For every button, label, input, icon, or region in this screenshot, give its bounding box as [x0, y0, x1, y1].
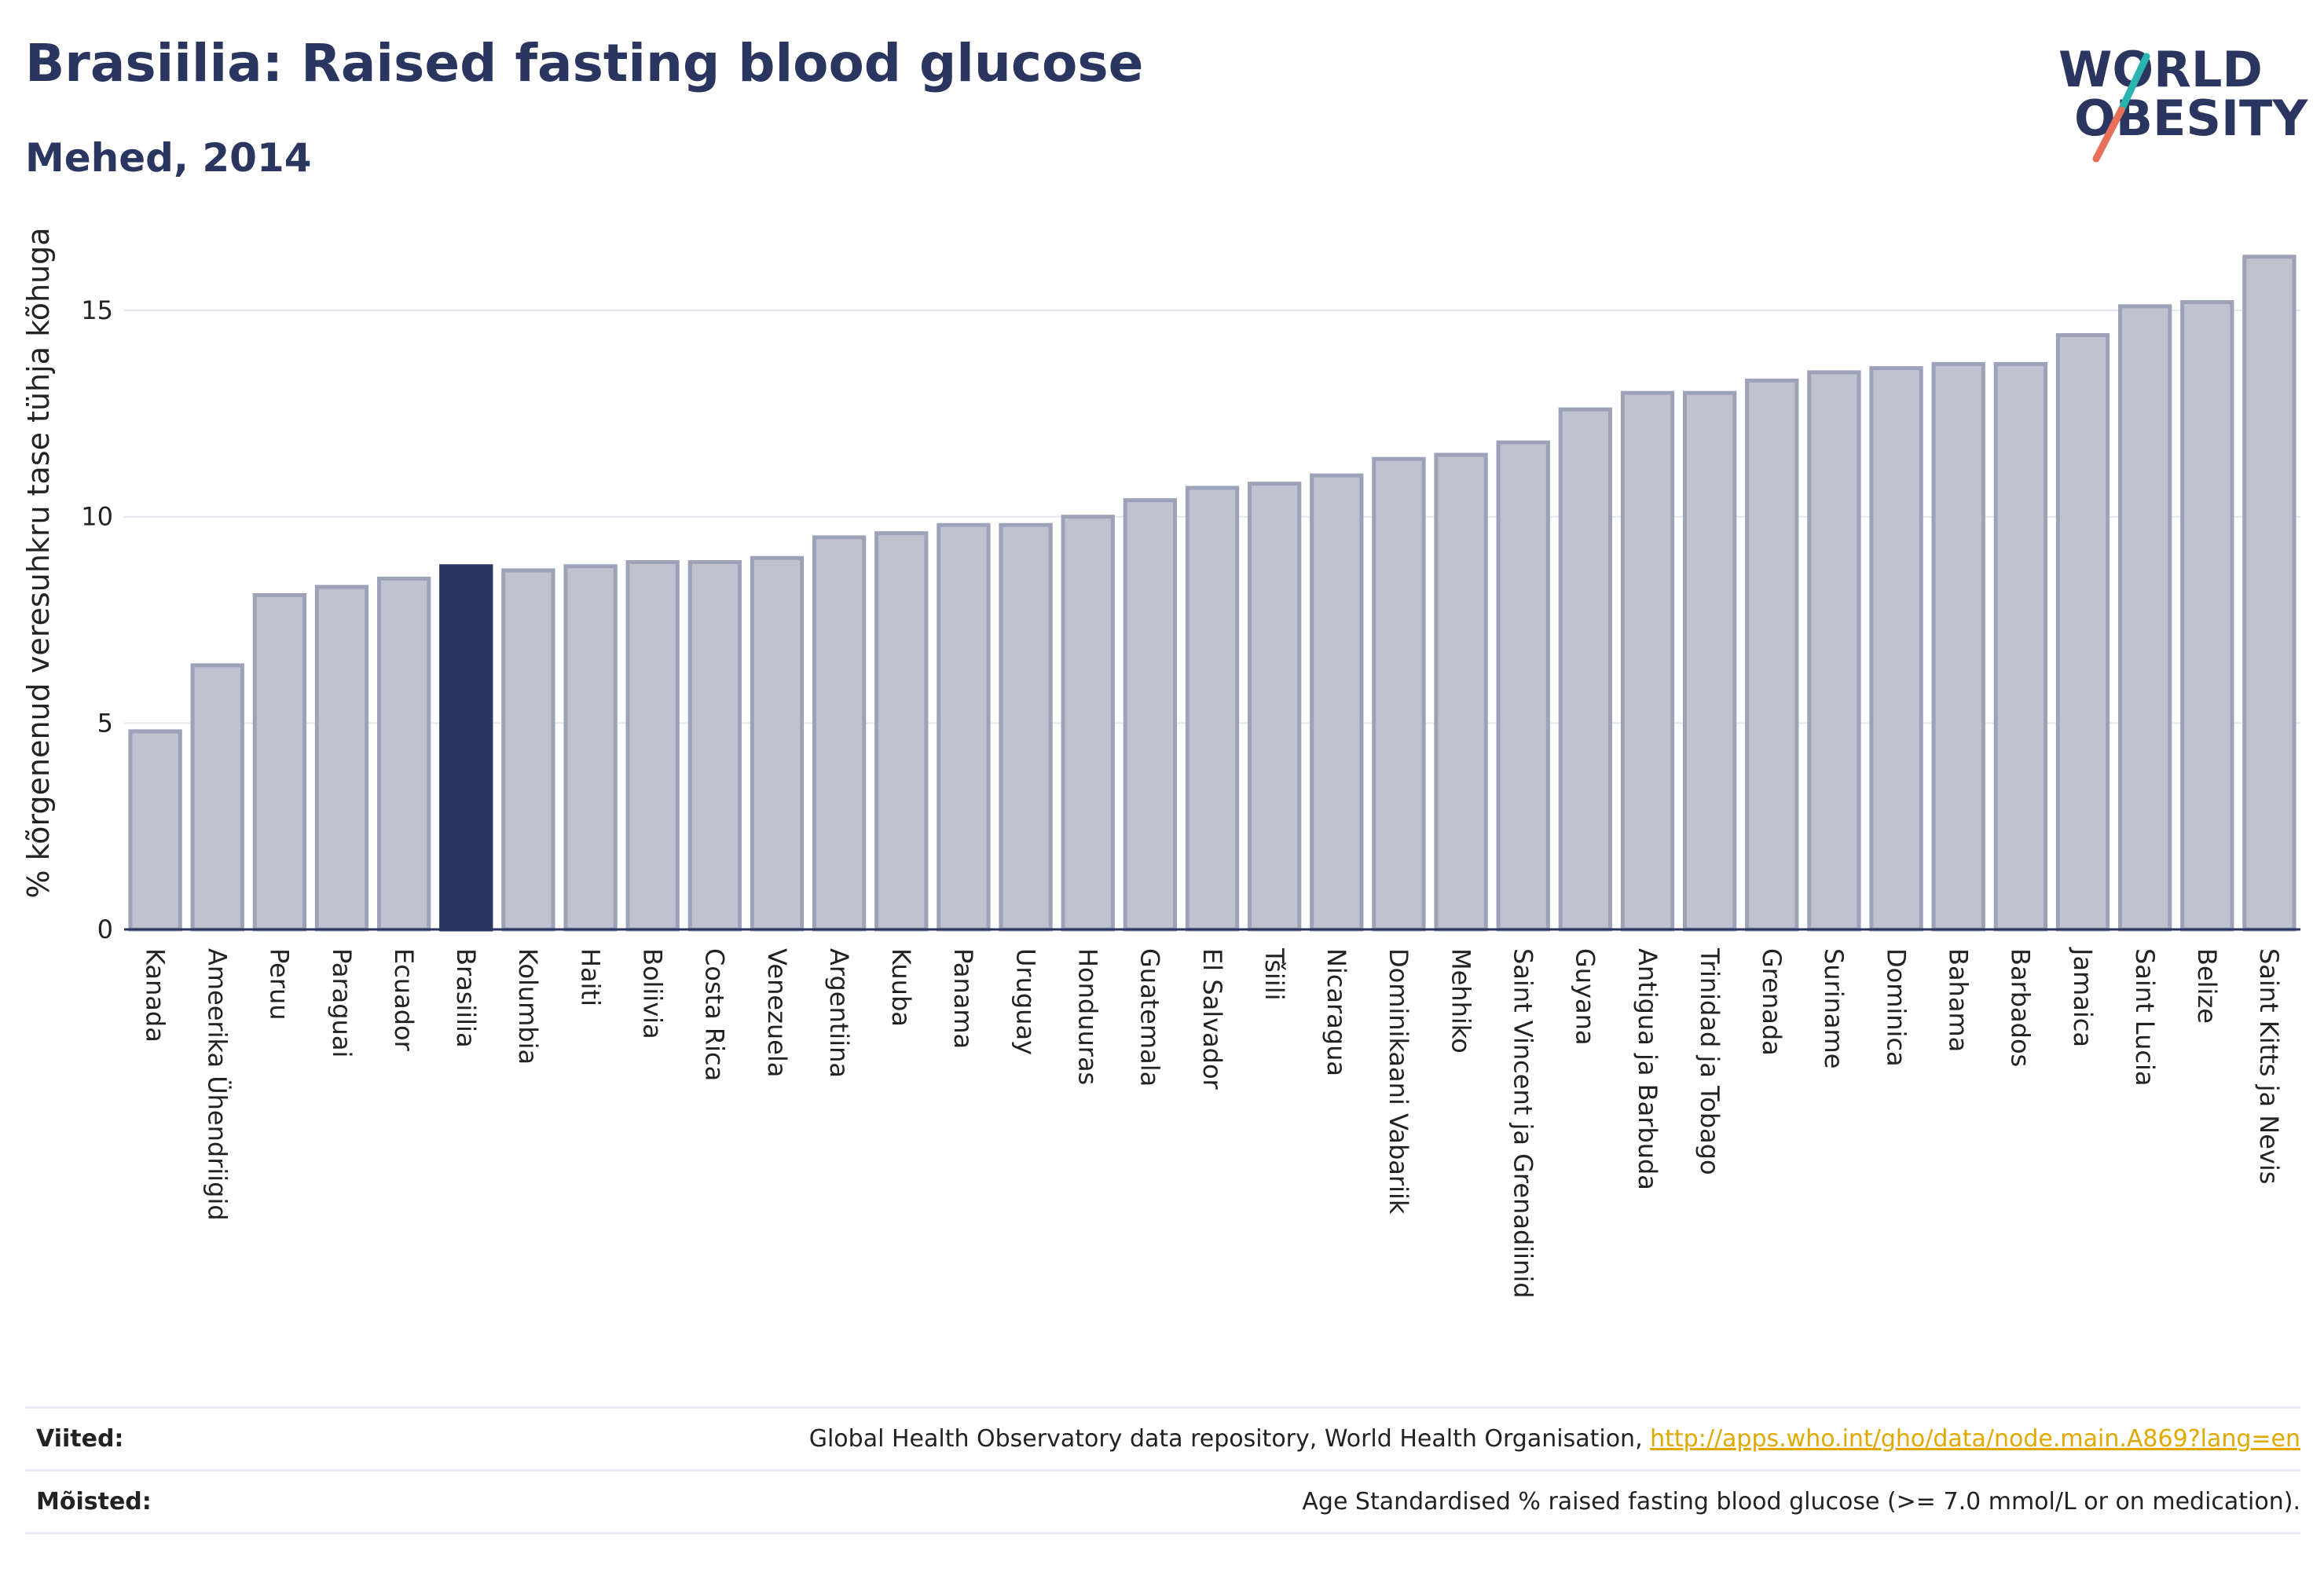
x-category-label: Uruguay: [1010, 948, 1040, 1055]
x-category-label: Jamaica: [2068, 947, 2098, 1047]
chart-title: Brasiilia: Raised fasting blood glucose: [25, 33, 1144, 93]
bar: [563, 564, 618, 932]
axes: 0 5 10 15: [81, 295, 2300, 944]
x-category-label: Guyana: [1571, 948, 1600, 1046]
chart-subtitle: Mehed, 2014: [25, 135, 312, 181]
bar: [2055, 333, 2110, 932]
x-category-label: Honduuras: [1073, 948, 1103, 1085]
y-axis-title: % kõrgenenud veresuhkru tase tühja kõhug…: [21, 227, 56, 898]
bar: [190, 663, 244, 932]
bar: [2242, 255, 2297, 932]
bar: [1558, 407, 1613, 932]
sources-row: Viited: Global Health Observatory data r…: [25, 1406, 2300, 1469]
logo-slash-coral: [2092, 106, 2125, 163]
bar: [252, 593, 307, 932]
x-category-label: Kuuba: [886, 948, 916, 1027]
y-tick-label: 0: [97, 914, 113, 944]
x-category-label: Saint Vincent ja Grenadiinid: [1508, 948, 1538, 1299]
bar: [1185, 486, 1240, 932]
x-category-label: Paraguai: [327, 948, 357, 1057]
x-category-label: Antigua ja Barbuda: [1633, 948, 1662, 1190]
x-category-label: Dominica: [1881, 948, 1911, 1067]
bar-chart: 0 5 10 15 Kanada Ameerika Ühendriigid Peruu Pa…: [21, 227, 2300, 1299]
y-tick-label: 5: [97, 708, 113, 738]
sources-value: Global Health Observatory data repositor…: [809, 1425, 2300, 1453]
x-category-label: Ameerika Ühendriigid: [203, 948, 233, 1221]
bars: [128, 255, 2297, 932]
x-category-label: Saint Kitts ja Nevis: [2254, 948, 2284, 1184]
x-category-label: Trinidad ja Tobago: [1695, 947, 1725, 1175]
x-category-label: Venezuela: [762, 948, 792, 1077]
bar: [1434, 453, 1488, 932]
bar: [1061, 515, 1115, 932]
definitions-row: Mõisted: Age Standardised % raised fasti…: [25, 1469, 2300, 1532]
x-category-label: Panama: [948, 948, 978, 1049]
bar: [1682, 390, 1737, 932]
sources-text: Global Health Observatory data repositor…: [808, 1425, 1651, 1453]
bar: [1123, 498, 1178, 932]
logo-text-world: WORLD: [2058, 41, 2263, 98]
x-category-label: Nicaragua: [1321, 948, 1351, 1076]
x-category-label: Guatemala: [1135, 948, 1165, 1087]
category-labels: Kanada Ameerika Ühendriigid Peruu Paraguai E…: [140, 947, 2284, 1299]
x-category-label: Kolumbia: [513, 948, 543, 1065]
bar: [1496, 440, 1550, 932]
bar: [314, 585, 369, 932]
bar: [1745, 378, 1799, 932]
logo-slash-teal: [2117, 53, 2150, 114]
x-category-label: Dominikaani Vabariik: [1384, 948, 1413, 1215]
bar: [2117, 304, 2172, 932]
bar-highlighted: [439, 564, 493, 932]
x-category-label: El Salvador: [1197, 948, 1227, 1090]
x-category-label: Haiti: [575, 948, 605, 1006]
x-category-label: Saint Lucia: [2130, 948, 2160, 1086]
x-category-label: Ecuador: [389, 948, 419, 1052]
x-category-label: Kanada: [140, 948, 170, 1043]
bar: [501, 568, 555, 932]
sources-label: Viited:: [36, 1425, 124, 1453]
bar: [812, 535, 867, 932]
x-category-label: Suriname: [1819, 948, 1849, 1068]
bar: [1372, 456, 1426, 932]
x-category-label: Boliivia: [638, 948, 668, 1039]
bar: [625, 559, 680, 932]
bar: [687, 559, 742, 932]
bar: [874, 531, 929, 932]
bar: [750, 555, 805, 932]
bar: [2180, 300, 2234, 932]
x-category-label: Grenada: [1757, 948, 1787, 1056]
x-category-label: Bahama: [1944, 948, 1974, 1052]
bar: [1310, 473, 1364, 932]
bar: [1931, 361, 1985, 932]
x-category-label: Argentiina: [824, 948, 854, 1078]
bar: [1247, 482, 1302, 932]
world-obesity-logo: WORLD OBESITY: [2058, 41, 2308, 163]
bar: [1869, 366, 1923, 932]
footer-divider: [25, 1532, 2300, 1534]
bar: [1807, 370, 1861, 932]
bar: [1620, 390, 1675, 932]
x-category-label: Tšiili: [1259, 947, 1289, 1000]
bar: [1993, 361, 2048, 932]
x-category-label: Barbados: [2006, 948, 2036, 1067]
x-category-label: Mehhiko: [1446, 948, 1475, 1054]
y-tick-label: 15: [81, 295, 113, 325]
x-category-label: Brasiilia: [451, 948, 481, 1048]
x-category-label: Costa Rica: [700, 948, 730, 1081]
x-category-label: Belize: [2192, 948, 2222, 1024]
definitions-label: Mõisted:: [36, 1488, 152, 1516]
bar: [128, 729, 182, 932]
y-tick-label: 10: [81, 502, 113, 532]
bar: [376, 577, 431, 932]
bar: [937, 522, 991, 932]
sources-link[interactable]: http://apps.who.int/gho/data/node.main.A…: [1650, 1425, 2300, 1453]
x-category-label: Peruu: [265, 948, 295, 1021]
definitions-text: Age Standardised % raised fasting blood …: [1302, 1488, 2300, 1516]
bar: [999, 522, 1053, 932]
